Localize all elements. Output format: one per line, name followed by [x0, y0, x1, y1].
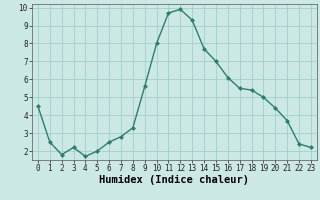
X-axis label: Humidex (Indice chaleur): Humidex (Indice chaleur)	[100, 175, 249, 185]
